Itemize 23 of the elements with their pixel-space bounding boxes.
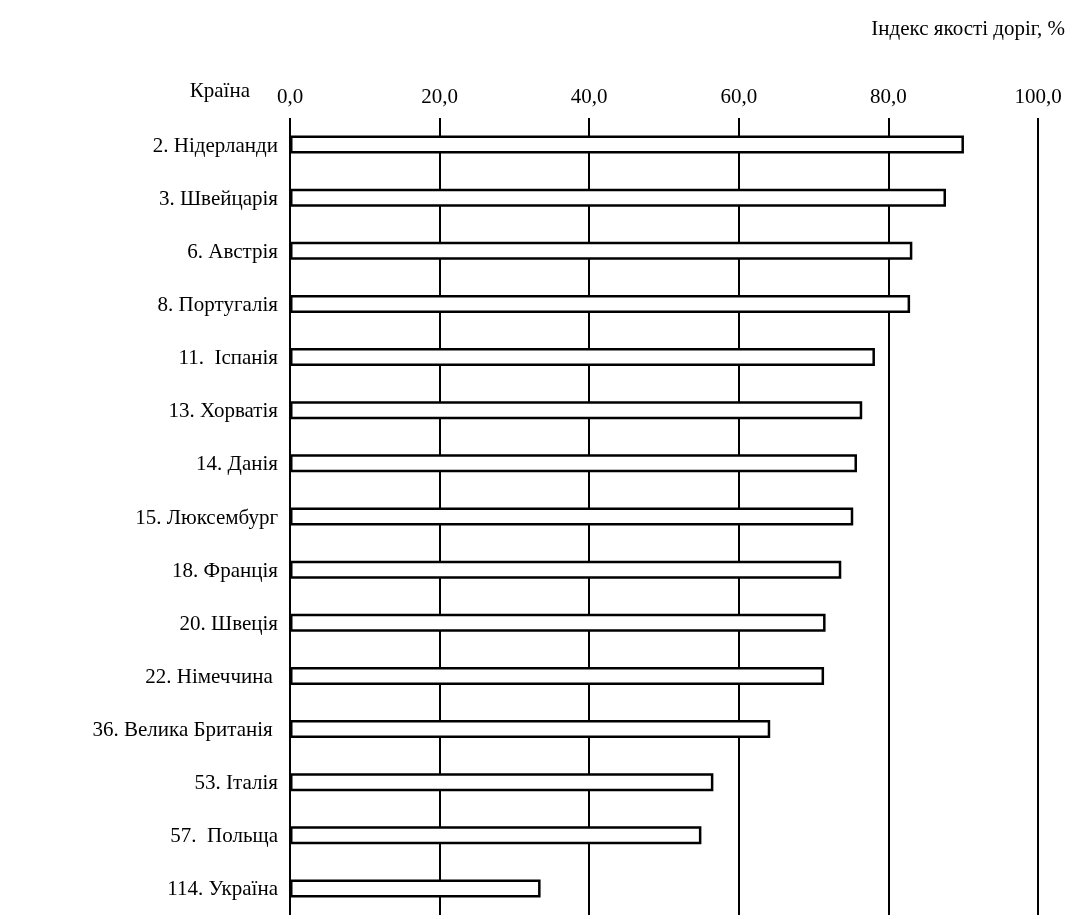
y-tick-label: 14. Данія [196,451,279,476]
y-tick-label: 36. Велика Британія [92,717,278,742]
y-tick-label: 3. Швейцарія [158,185,279,210]
y-tick-label: 11. Іспанія [178,345,279,370]
x-tick-label: 60,0 [720,83,758,108]
x-tick-label: 20,0 [421,83,458,108]
x-tick-label: 0,0 [276,83,304,108]
y-tick-label: 13. Хорватія [168,398,279,423]
x-tick-label: 40,0 [570,83,608,108]
y-tick-label: 6. Австрія [187,238,279,263]
x-tick-label: 80,0 [870,83,907,108]
y-tick-label: 20. Швеція [179,610,279,635]
y-tick-label: 114. Україна [167,876,279,901]
y-tick-label: 22. Німеччина [145,663,278,688]
x-axis-title: Індекс якості доріг, % [871,15,1066,40]
y-tick-label: 8. Португалія [157,291,279,316]
y-tick-label: 53. Італія [194,770,279,795]
y-tick-label: 15. Люксембург [135,504,279,529]
y-tick-label: 2. Нідерланди [152,132,278,157]
y-tick-label: 18. Франція [172,557,279,582]
y-tick-label: 57. Польща [170,823,279,848]
y-axis-title: Країна [189,77,251,102]
x-tick-label: 100,0 [1014,83,1062,108]
